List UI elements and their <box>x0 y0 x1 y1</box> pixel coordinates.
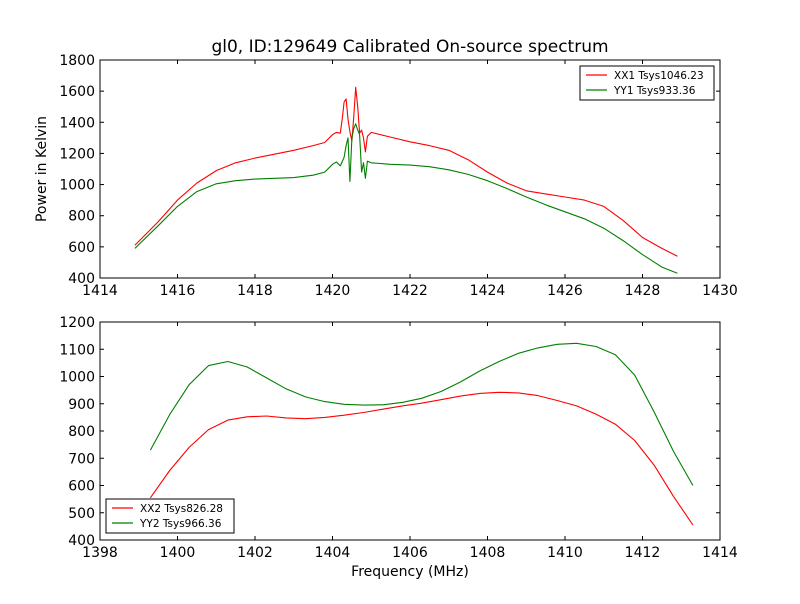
legend-box <box>105 498 235 534</box>
x-tick-label: 1412 <box>625 545 661 561</box>
legend-label: YY2 Tsys966.36 <box>139 518 222 530</box>
x-tick-label: 1398 <box>82 545 118 561</box>
legend: XX2 Tsys826.28 YY2 Tsys966.36 <box>105 498 235 534</box>
y-axis-label: Power in Kelvin <box>34 116 50 222</box>
x-axis-label: Frequency (MHz) <box>351 564 469 580</box>
y-tick-label: 1800 <box>59 53 95 69</box>
x-tick-label: 1428 <box>625 283 661 299</box>
y-tick-label: 1200 <box>59 146 95 162</box>
x-tick-label: 1416 <box>160 283 196 299</box>
chart-2: 1398 1400 1402 1404 1406 1408 1410 1412 1414 400 5… <box>59 315 738 580</box>
series-line-1 <box>149 391 694 526</box>
x-tick-label: 1420 <box>315 283 351 299</box>
y-tick-label: 800 <box>68 209 95 225</box>
legend-label: YY1 Tsys933.36 <box>613 85 696 97</box>
y-tick-label: 1100 <box>59 342 95 358</box>
x-tick-label: 1424 <box>470 283 506 299</box>
x-tick-label: 1426 <box>547 283 583 299</box>
x-tick-label: 1414 <box>82 283 118 299</box>
y-tick-label: 400 <box>68 533 95 549</box>
legend-label: XX2 Tsys826.28 <box>140 503 223 515</box>
legend-label: XX1 Tsys1046.23 <box>614 70 704 82</box>
legend: XX1 Tsys1046.23 YY1 Tsys933.36 <box>579 65 715 101</box>
x-tick-label: 1422 <box>392 283 428 299</box>
y-tick-label: 1000 <box>59 370 95 386</box>
legend-box <box>579 65 715 101</box>
x-tick-label: 1400 <box>160 545 196 561</box>
y-tick-label: 1200 <box>59 315 95 331</box>
x-tick-label: 1410 <box>547 545 583 561</box>
chart-1: 1414 1416 1418 1420 1422 1424 1426 1428 1430 400 6… <box>34 53 738 299</box>
x-tick-label: 1430 <box>702 283 738 299</box>
y-tick-label: 600 <box>68 479 95 495</box>
x-tick-label: 1418 <box>237 283 273 299</box>
x-tick-label: 1406 <box>392 545 428 561</box>
figure-title: gl0, ID:129649 Calibrated On-source spec… <box>211 37 608 57</box>
x-tick-label: 1402 <box>237 545 273 561</box>
y-tick-label: 600 <box>68 240 95 256</box>
series-line-1 <box>134 86 678 257</box>
y-tick-label: 800 <box>68 424 95 440</box>
x-tick-label: 1408 <box>470 545 506 561</box>
y-tick-label: 1600 <box>59 84 95 100</box>
y-tick-label: 700 <box>68 451 95 467</box>
y-tick-label: 500 <box>68 506 95 522</box>
y-tick-label: 1000 <box>59 178 95 194</box>
x-tick-label: 1404 <box>315 545 351 561</box>
series-line-2 <box>149 342 694 486</box>
x-tick-label: 1414 <box>702 545 738 561</box>
series-line-2 <box>134 123 678 274</box>
y-tick-label: 400 <box>68 271 95 287</box>
y-tick-label: 900 <box>68 397 95 413</box>
y-tick-label: 1400 <box>59 115 95 131</box>
